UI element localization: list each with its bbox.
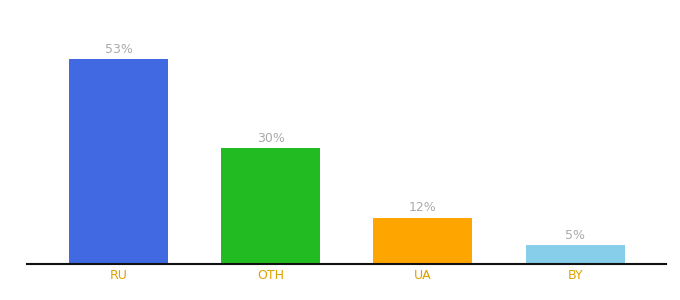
Bar (221, 148, 320, 264)
Text: 30%: 30% (257, 132, 285, 145)
Text: 12%: 12% (409, 202, 437, 214)
Bar (526, 244, 624, 264)
Bar (373, 218, 473, 264)
Bar (69, 59, 168, 264)
Text: 53%: 53% (105, 43, 133, 56)
Text: 5%: 5% (565, 229, 585, 242)
